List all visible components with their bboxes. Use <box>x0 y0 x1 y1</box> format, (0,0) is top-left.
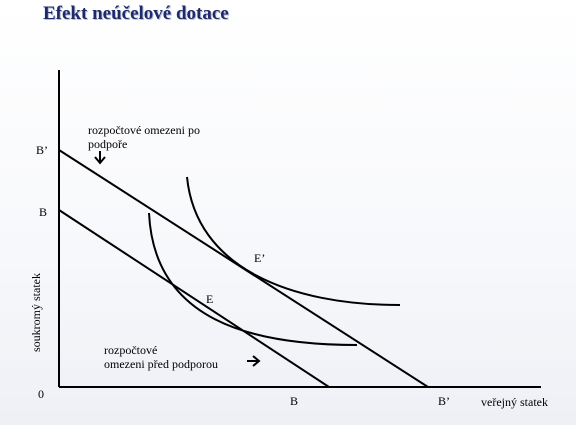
y-intercept-before-label: B <box>39 205 47 219</box>
budget-line-before-subsidy <box>58 209 330 388</box>
annotation-after-line1: rozpočtové omezeni po <box>88 123 200 137</box>
equilibrium-old-label: E <box>206 292 213 306</box>
annotation-after-line2: podpoře <box>88 137 127 151</box>
x-axis-label: veřejný statek <box>481 395 548 409</box>
indifference-curve-new <box>186 176 401 306</box>
x-intercept-before-label: B <box>290 394 298 408</box>
y-axis-label: soukromý statek <box>29 273 43 352</box>
y-intercept-after-label: B’ <box>36 143 48 157</box>
annotation-before-line1: rozpočtové <box>104 343 157 357</box>
page-title: Efekt neúčelové dotace <box>43 3 229 24</box>
equilibrium-new-label: E’ <box>254 251 265 265</box>
origin-label: 0 <box>38 387 44 401</box>
annotation-before-line2: omezeni před podporou <box>104 357 218 371</box>
arrow-down-icon <box>94 151 106 165</box>
x-intercept-after-label: B’ <box>438 394 450 408</box>
arrow-right-icon <box>247 355 261 367</box>
indifference-curve-old <box>148 212 358 346</box>
